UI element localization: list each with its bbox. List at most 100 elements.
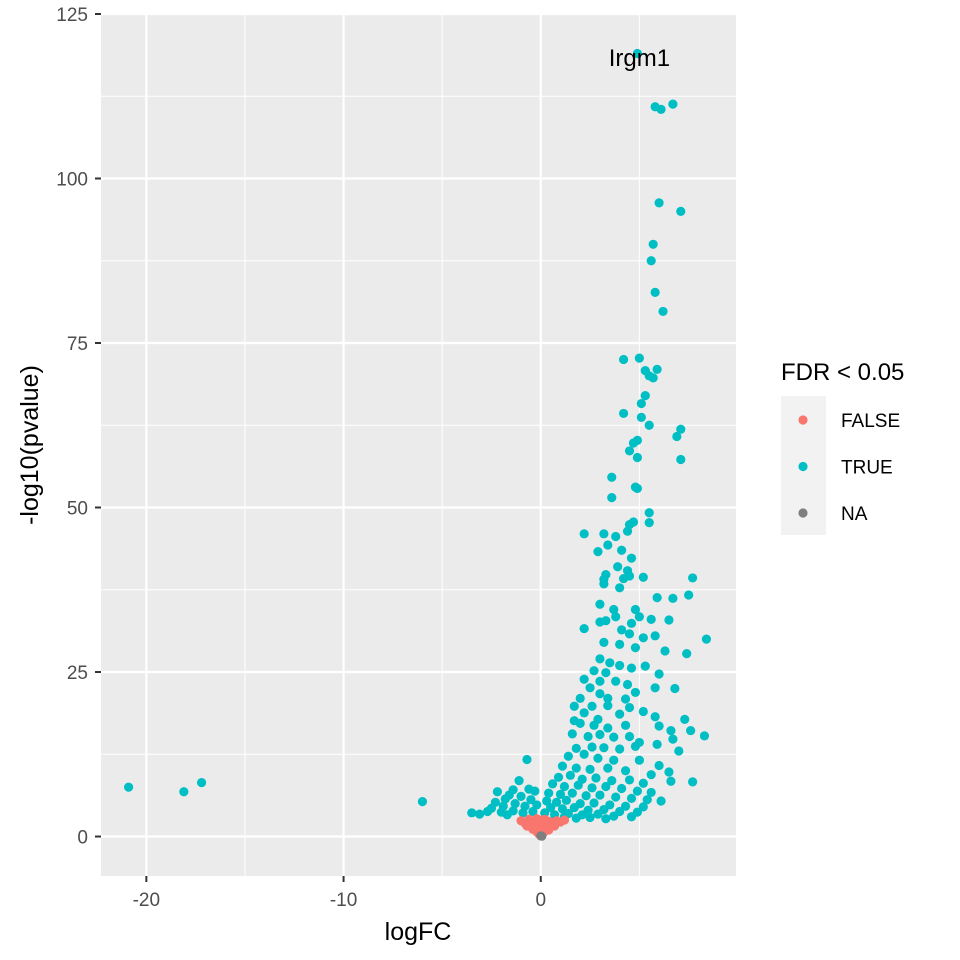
data-point	[680, 714, 690, 724]
data-point	[601, 814, 611, 824]
data-point	[624, 702, 635, 713]
data-point	[611, 676, 621, 686]
data-point	[607, 775, 617, 786]
data-point	[624, 446, 635, 456]
data-point	[658, 306, 668, 317]
data-point	[593, 753, 603, 763]
data-point	[654, 198, 664, 208]
data-point	[624, 731, 635, 742]
data-point	[688, 573, 698, 583]
data-point	[624, 775, 635, 785]
data-point	[575, 693, 585, 703]
point-annotation: Irgm1	[609, 45, 670, 72]
data-point	[634, 353, 644, 363]
data-point	[615, 744, 625, 754]
data-point	[632, 48, 642, 59]
data-point	[599, 529, 609, 539]
data-point	[632, 483, 642, 494]
data-point	[579, 623, 589, 634]
data-point	[589, 720, 599, 730]
y-tick-label: 75	[67, 334, 88, 355]
data-point	[666, 776, 676, 786]
legend-key-false	[798, 415, 808, 425]
data-point	[630, 687, 641, 698]
data-point	[642, 795, 652, 805]
data-point	[617, 625, 627, 635]
data-point	[640, 661, 650, 671]
data-point	[595, 617, 605, 627]
data-point	[650, 631, 660, 641]
data-point	[611, 792, 621, 802]
legend-label: NA	[841, 504, 868, 525]
data-point	[630, 741, 641, 751]
data-point	[599, 637, 609, 648]
x-axis-ticks: -20 -10 0	[133, 876, 546, 911]
data-point	[609, 604, 619, 615]
data-point	[510, 799, 520, 809]
legend-label: TRUE	[841, 458, 893, 479]
data-point	[492, 787, 502, 797]
y-tick-label: 25	[67, 663, 88, 684]
data-point	[467, 808, 477, 818]
data-point	[699, 731, 710, 741]
data-point	[514, 775, 524, 786]
data-point	[591, 773, 601, 783]
data-point	[537, 831, 547, 841]
data-point	[672, 431, 682, 442]
data-point	[603, 723, 613, 733]
data-point	[595, 689, 605, 699]
data-point	[638, 706, 648, 717]
data-point	[654, 721, 664, 731]
data-point	[573, 780, 583, 790]
data-point	[526, 795, 536, 805]
data-point	[579, 529, 589, 539]
data-point	[666, 725, 676, 736]
data-point	[571, 763, 581, 773]
data-point	[615, 583, 625, 593]
data-point	[674, 746, 684, 756]
data-point	[644, 508, 654, 518]
data-point	[589, 798, 599, 808]
data-point	[601, 781, 611, 792]
data-point	[540, 808, 550, 818]
data-point	[622, 679, 633, 690]
data-point	[630, 643, 641, 653]
data-point	[652, 364, 662, 374]
data-point	[617, 545, 627, 555]
data-point	[603, 693, 613, 703]
y-axis-label: -log10(pvalue)	[16, 365, 44, 525]
data-point	[500, 794, 510, 804]
data-point	[626, 663, 637, 673]
y-tick-label: 50	[67, 499, 88, 520]
data-point	[595, 654, 605, 664]
legend-title: FDR < 0.05	[781, 359, 904, 386]
data-point	[585, 683, 595, 693]
data-point	[644, 518, 654, 528]
data-point	[565, 770, 575, 780]
data-point	[650, 683, 660, 693]
data-point	[668, 99, 678, 109]
data-point	[516, 791, 526, 801]
data-point	[615, 660, 625, 671]
data-point	[654, 669, 664, 679]
data-point	[676, 454, 686, 465]
data-point	[124, 782, 134, 792]
data-point	[626, 793, 637, 803]
data-point	[179, 787, 189, 797]
data-point	[620, 801, 631, 811]
data-point	[593, 546, 603, 557]
data-point	[682, 648, 692, 659]
series-true	[124, 48, 712, 824]
data-point	[626, 618, 637, 628]
data-point	[632, 786, 642, 796]
y-axis-ticks: 0 25 50 75 100 125	[56, 5, 101, 849]
data-point	[628, 438, 639, 448]
data-point	[547, 779, 558, 789]
minor-gridlines	[101, 14, 736, 876]
data-point	[595, 676, 605, 686]
data-point	[609, 755, 619, 765]
data-point	[595, 729, 605, 740]
data-point	[607, 472, 617, 482]
data-point	[660, 646, 670, 656]
